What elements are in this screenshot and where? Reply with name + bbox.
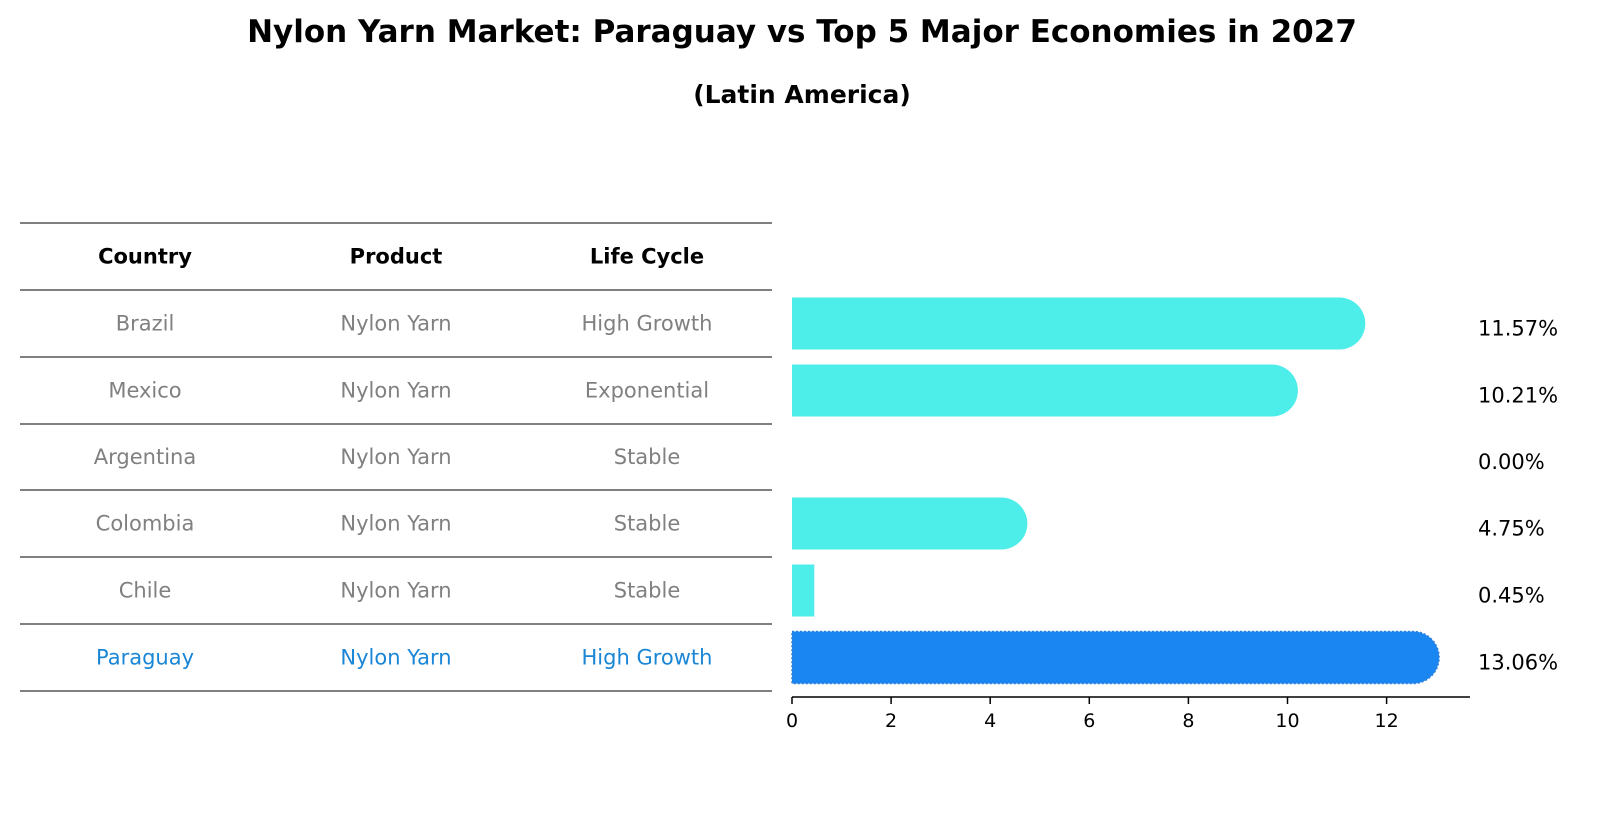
chart-title: Nylon Yarn Market: Paraguay vs Top 5 Maj… [247, 14, 1357, 50]
value-label-paraguay: 13.06% [1478, 651, 1558, 675]
bar-mexico [792, 364, 1298, 417]
table-cell: Nylon Yarn [340, 312, 451, 336]
bar-brazil [792, 297, 1366, 350]
table-cell: Nylon Yarn [340, 445, 451, 469]
table-header-2: Life Cycle [590, 245, 704, 269]
table-cell: Mexico [108, 379, 181, 403]
bar-colombia [792, 497, 1028, 550]
x-tick-label: 0 [786, 710, 798, 732]
table-cell: Stable [614, 512, 681, 536]
table-cell: Nylon Yarn [340, 579, 451, 603]
table-cell: High Growth [582, 312, 713, 336]
table-cell: Exponential [585, 379, 709, 403]
x-tick-label: 4 [984, 710, 996, 732]
table-cell: Stable [614, 579, 681, 603]
table-cell: Nylon Yarn [340, 512, 451, 536]
value-label-chile: 0.45% [1478, 584, 1545, 608]
table-cell: Chile [119, 579, 172, 603]
table-cell: Paraguay [96, 646, 194, 670]
table-cell: High Growth [582, 646, 713, 670]
table-cell: Argentina [94, 445, 196, 469]
table-cell: Nylon Yarn [340, 646, 451, 670]
bar-paraguay [791, 630, 1440, 685]
chart-subtitle: (Latin America) [693, 80, 911, 109]
x-tick-label: 12 [1375, 710, 1399, 732]
x-tick-label: 6 [1083, 710, 1095, 732]
x-tick-label: 10 [1275, 710, 1299, 732]
table-cell: Stable [614, 445, 681, 469]
value-label-brazil: 11.57% [1478, 317, 1558, 341]
table-header-1: Product [350, 245, 443, 269]
x-tick-label: 2 [885, 710, 897, 732]
x-tick-label: 8 [1182, 710, 1194, 732]
table-cell: Brazil [116, 312, 175, 336]
table-cell: Nylon Yarn [340, 379, 451, 403]
table-cell: Colombia [96, 512, 195, 536]
value-label-colombia: 4.75% [1478, 517, 1545, 541]
table-header-0: Country [98, 245, 192, 269]
value-label-argentina: 0.00% [1478, 450, 1545, 474]
bar-chile [792, 564, 815, 617]
value-label-mexico: 10.21% [1478, 384, 1558, 408]
